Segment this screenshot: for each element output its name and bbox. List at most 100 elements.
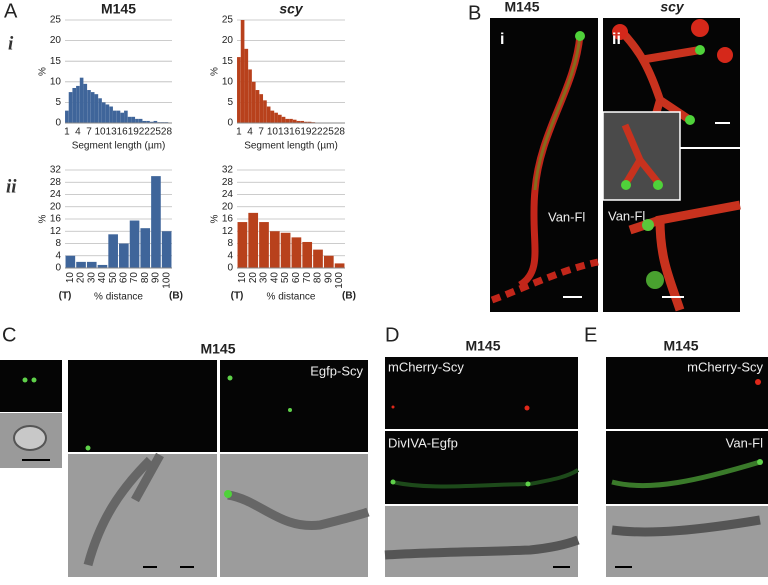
y-tick-label: 15	[50, 56, 62, 67]
x-tick-label: 90	[151, 272, 162, 284]
y-tick-label: 5	[227, 97, 233, 108]
x-axis-label: Segment length (µm)	[244, 141, 338, 152]
bar	[241, 20, 245, 123]
x-tick-label: 90	[323, 272, 334, 284]
bar	[237, 57, 241, 123]
x-tick-label: 1	[64, 127, 70, 138]
bar	[162, 231, 172, 268]
panel-title: M145	[504, 0, 539, 15]
x-tick-label: 4	[247, 127, 253, 138]
bar	[113, 111, 117, 123]
x-tick-label: 40	[269, 272, 280, 284]
bar	[248, 69, 252, 123]
bar	[248, 213, 258, 268]
chart-title: M145	[101, 1, 136, 17]
bar	[76, 262, 86, 268]
y-tick-label: 28	[222, 177, 234, 188]
annotation: (B)	[169, 291, 183, 302]
bar	[281, 233, 291, 268]
bar	[259, 94, 263, 123]
x-tick-label: 10	[267, 127, 279, 138]
micrograph	[0, 360, 368, 577]
y-tick-label: 24	[222, 189, 234, 200]
x-tick-label: 60	[291, 272, 302, 284]
bar	[335, 263, 345, 268]
bar	[80, 78, 84, 123]
bar	[302, 242, 312, 268]
bar	[285, 119, 289, 123]
x-tick-label: 100	[161, 272, 172, 289]
bar	[119, 244, 129, 269]
panel-label: C	[2, 324, 16, 346]
y-tick-label: 0	[227, 118, 233, 129]
x-tick-label: 40	[97, 272, 108, 284]
bar	[151, 176, 161, 268]
bar	[324, 256, 334, 268]
bar	[282, 117, 286, 123]
bar	[256, 90, 260, 123]
x-tick-label: 28	[161, 127, 173, 138]
image-label: DivIVA-Egfp	[388, 435, 458, 450]
row-label: ii	[6, 176, 17, 197]
micrograph	[606, 357, 768, 577]
y-tick-label: 5	[55, 97, 61, 108]
panel-label: B	[468, 2, 481, 24]
x-tick-label: 10	[237, 272, 248, 284]
panel-title: M145	[465, 338, 500, 354]
bar	[102, 102, 106, 123]
y-tick-label: 20	[222, 201, 234, 212]
panel-title: scy	[660, 0, 685, 15]
image-label: ii	[612, 31, 621, 48]
x-tick-label: 19	[128, 127, 140, 138]
x-tick-label: 28	[334, 127, 346, 138]
x-tick-label: 25	[323, 127, 335, 138]
x-axis-label: % distance	[267, 292, 316, 303]
image-label: Van-Fl	[548, 209, 585, 224]
bar	[313, 250, 323, 268]
chart-title: scy	[279, 1, 304, 17]
y-tick-label: 20	[50, 35, 62, 46]
y-tick-label: 4	[55, 250, 61, 261]
x-tick-label: 80	[140, 272, 151, 284]
x-tick-label: 22	[139, 127, 151, 138]
bar	[140, 228, 150, 268]
y-tick-label: 28	[50, 177, 62, 188]
x-axis-label: Segment length (µm)	[72, 141, 166, 152]
panel-label: E	[584, 324, 597, 346]
micrograph	[490, 18, 740, 312]
bar	[131, 117, 135, 123]
bar	[91, 92, 95, 123]
x-tick-label: 10	[94, 127, 106, 138]
x-tick-label: 13	[106, 127, 118, 138]
panel-title: M145	[200, 341, 235, 357]
y-tick-label: 32	[222, 165, 234, 176]
panel-label: A	[4, 0, 18, 22]
x-tick-label: 19	[300, 127, 312, 138]
bar	[124, 111, 128, 123]
y-axis-label: %	[210, 67, 221, 76]
bar	[238, 222, 248, 268]
bar	[98, 98, 102, 123]
y-tick-label: 24	[50, 189, 62, 200]
y-tick-label: 25	[50, 15, 62, 26]
x-tick-label: 1	[236, 127, 242, 138]
y-tick-label: 20	[50, 201, 62, 212]
bar	[130, 221, 140, 268]
y-tick-label: 25	[222, 15, 234, 26]
bar	[65, 111, 69, 123]
bar	[69, 92, 73, 123]
y-axis-label: %	[210, 214, 221, 223]
x-tick-label: 13	[278, 127, 290, 138]
y-tick-label: 8	[55, 238, 61, 249]
x-tick-label: 50	[108, 272, 119, 284]
x-tick-label: 4	[75, 127, 81, 138]
y-tick-label: 12	[50, 226, 62, 237]
x-tick-label: 50	[280, 272, 291, 284]
bar	[128, 117, 132, 123]
x-tick-label: 16	[117, 127, 129, 138]
x-tick-label: 7	[258, 127, 264, 138]
bar	[120, 113, 124, 123]
y-tick-label: 20	[222, 35, 234, 46]
bar	[95, 94, 99, 123]
